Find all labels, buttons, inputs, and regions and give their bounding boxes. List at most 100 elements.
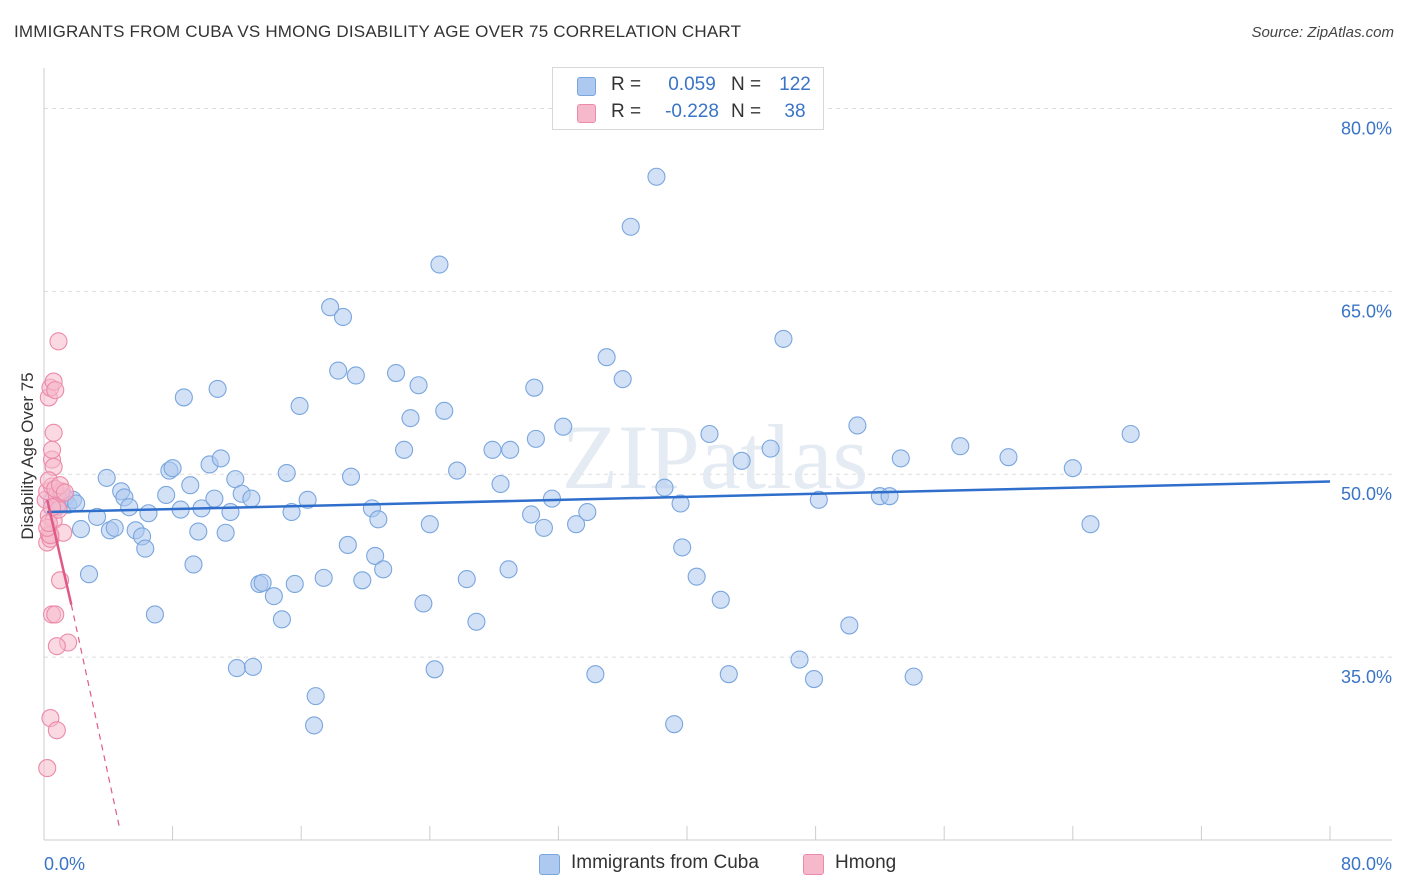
- cuba-legend-swatch-icon: [539, 854, 560, 875]
- cuba-point: [1081, 515, 1100, 534]
- hmong-point: [38, 759, 57, 778]
- r-label: R =: [611, 74, 642, 95]
- cuba-point: [499, 560, 518, 579]
- cuba-point: [687, 567, 706, 586]
- cuba-point: [711, 590, 730, 609]
- cuba-point: [87, 507, 107, 526]
- hmong-point: [49, 332, 68, 351]
- cuba-point: [298, 490, 317, 509]
- hmong-legend-swatch-icon: [803, 854, 824, 875]
- cuba-point: [1121, 424, 1140, 444]
- cuba-point: [673, 538, 692, 557]
- n-label: N =: [731, 74, 762, 95]
- cuba-point: [567, 515, 586, 534]
- cuba-point: [157, 485, 176, 505]
- cuba-point: [420, 515, 439, 534]
- cuba-trend-line: [47, 480, 1331, 514]
- cuba-point: [700, 424, 719, 444]
- n-value: 122: [779, 74, 811, 95]
- cuba-point: [321, 298, 340, 317]
- hmong-point: [47, 637, 66, 656]
- cuba-point: [414, 594, 433, 613]
- cuba-point: [401, 409, 420, 428]
- series-legend: Immigrants from Cuba Hmong: [0, 850, 1406, 878]
- hmong-swatch-icon: [577, 104, 596, 123]
- cuba-point: [163, 459, 182, 478]
- hmong-point: [46, 381, 65, 400]
- chart-title: IMMIGRANTS FROM CUBA VS HMONG DISABILITY…: [14, 22, 742, 41]
- hmong-point: [46, 605, 65, 624]
- cuba-point: [1063, 459, 1082, 478]
- cuba-point: [491, 474, 510, 494]
- hmong-trend-extension: [70, 604, 121, 828]
- cuba-point: [501, 440, 520, 459]
- y-tick-label: 50.0%: [1341, 484, 1392, 504]
- cuba-point: [282, 502, 301, 522]
- cuba-point: [369, 510, 388, 529]
- cuba-point: [184, 555, 203, 574]
- cuba-point: [333, 307, 353, 327]
- hmong-trend-line: [45, 499, 73, 605]
- source-label: Source: ZipAtlas.com: [1251, 24, 1394, 41]
- cuba-point: [306, 687, 325, 706]
- cuba-point: [999, 448, 1018, 467]
- cuba-point: [353, 571, 372, 590]
- cuba-point: [525, 378, 544, 397]
- cuba-point: [208, 379, 227, 398]
- cuba-point: [790, 650, 809, 669]
- cuba-point: [395, 440, 414, 459]
- cuba-point: [346, 366, 365, 385]
- x-tick-label-max: 80.0%: [1341, 854, 1392, 874]
- cuba-point: [578, 502, 597, 522]
- r-value: -0.228: [665, 101, 719, 122]
- cuba-point: [554, 417, 573, 436]
- cuba-point: [665, 715, 684, 734]
- cuba-point: [467, 612, 486, 631]
- cuba-point: [409, 376, 428, 395]
- cuba-point: [804, 670, 824, 689]
- cuba-point: [189, 522, 208, 541]
- hmong-point: [47, 721, 66, 740]
- cuba-point: [483, 440, 502, 459]
- cuba-point: [272, 610, 291, 629]
- cuba-point: [227, 659, 246, 678]
- cuba-point: [621, 217, 640, 236]
- cuba-point: [366, 546, 385, 565]
- cuba-point: [341, 467, 361, 486]
- cuba-point: [181, 476, 200, 495]
- cuba-point: [719, 665, 738, 684]
- cuba-point: [374, 560, 393, 579]
- cuba-point: [97, 468, 116, 487]
- cuba-point: [430, 255, 449, 274]
- cuba-point: [761, 439, 780, 458]
- cuba-point: [329, 361, 348, 380]
- r-value: 0.059: [668, 74, 716, 95]
- cuba-point: [242, 489, 261, 508]
- cuba-point: [425, 660, 444, 679]
- cuba-point: [613, 370, 632, 389]
- series-cuba-points: [42, 167, 1140, 735]
- cuba-point: [951, 437, 970, 456]
- cuba-point: [655, 478, 674, 497]
- correlation-legend: R = 0.059 N = 122 R = -0.228 N = 38: [552, 67, 824, 130]
- cuba-point: [534, 518, 553, 537]
- cuba-point: [264, 587, 283, 606]
- cuba-point: [732, 451, 751, 470]
- cuba-point: [105, 518, 124, 537]
- cuba-point: [597, 348, 616, 367]
- trend-lines: [45, 480, 1331, 828]
- cuba-point: [542, 489, 562, 508]
- cuba-point: [435, 401, 454, 420]
- cuba-point: [145, 605, 164, 624]
- cuba-point: [386, 363, 406, 383]
- cuba-point: [904, 667, 923, 686]
- cuba-point: [136, 539, 155, 558]
- cuba-point: [305, 716, 324, 735]
- r-label: R =: [611, 101, 642, 122]
- cuba-point: [880, 487, 899, 506]
- cuba-point: [253, 573, 272, 592]
- cuba-point: [205, 489, 224, 508]
- n-label: N =: [731, 101, 762, 122]
- cuba-point: [174, 388, 193, 407]
- series-hmong-points: [36, 332, 78, 778]
